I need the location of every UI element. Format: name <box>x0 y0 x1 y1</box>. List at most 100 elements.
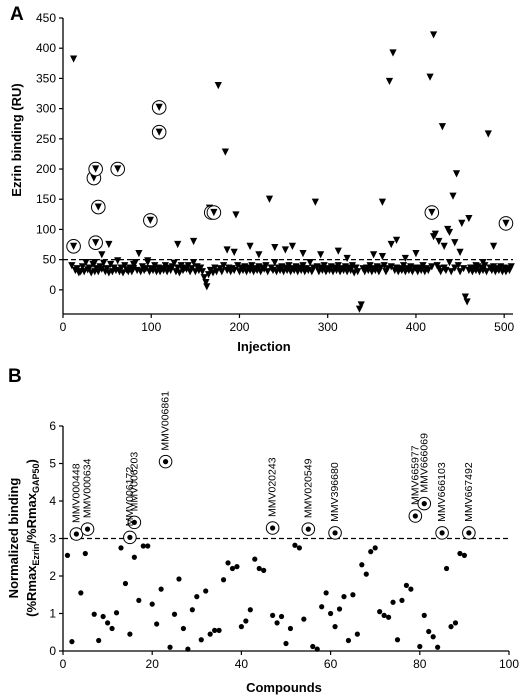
panel-a-letter: A <box>10 4 24 25</box>
panel-a-data-point <box>334 262 342 270</box>
panel-a-y-tick-label: 50 <box>43 253 57 267</box>
panel-b-data-point <box>69 639 75 645</box>
panel-a-data-point <box>437 268 445 276</box>
panel-b-x-tick-label: 0 <box>60 657 67 671</box>
panel-b-x-tick-label: 40 <box>235 657 249 671</box>
panel-a-data-point <box>343 254 351 263</box>
panel-a-data-point <box>98 265 106 273</box>
panel-a-data-point <box>380 262 388 270</box>
panel-a-data-point <box>69 55 78 63</box>
panel-a-x-tick-label: 100 <box>141 320 161 334</box>
panel-a-x-tick-label: 400 <box>406 320 426 334</box>
panel-a-data-point <box>387 240 395 249</box>
panel-a-data-point <box>472 262 480 270</box>
panel-a-data-point <box>103 265 111 273</box>
panel-b-data-point <box>278 613 285 620</box>
panel-a-data-point <box>99 259 108 267</box>
panel-a-data-point <box>385 77 394 86</box>
panel-b-data-point <box>274 620 280 626</box>
panel-a-data-point <box>234 262 242 270</box>
panel-a-data-point <box>214 82 222 90</box>
panel-a-data-point <box>203 283 211 291</box>
panel-a-data-point <box>507 263 515 271</box>
panel-b-x-tick-label: 80 <box>413 657 427 671</box>
panel-a-data-point <box>138 263 147 271</box>
panel-b-data-point <box>292 542 298 548</box>
panel-b-data-point <box>238 624 244 630</box>
panel-b-data-point <box>368 549 374 555</box>
panel-b-data-point <box>421 501 427 507</box>
panel-b-data-point <box>332 624 338 630</box>
panel-b-data-point <box>283 640 289 647</box>
panel-b-data-point <box>261 567 267 573</box>
panel-b-data-point <box>136 597 142 603</box>
panel-a-data-point <box>454 262 462 270</box>
panel-a-data-point <box>264 268 272 276</box>
panel-a-data-point <box>170 259 178 267</box>
panel-a-data-point <box>428 263 436 271</box>
panel-b-data-point <box>131 519 137 525</box>
panel-a-data-point <box>401 254 409 263</box>
panel-a-data-point <box>265 195 274 203</box>
panel-a-x-tick-label: 300 <box>318 320 338 334</box>
panel-a-data-point <box>299 249 307 258</box>
panel-b-data-point <box>176 576 182 582</box>
panel-a-data-point <box>387 263 395 271</box>
panel-a-data-point <box>230 248 238 256</box>
panel-b-data-point <box>314 646 320 652</box>
panel-a-data-point <box>456 248 464 256</box>
panel-a-data-point <box>369 251 378 259</box>
panel-b-data-point <box>319 604 325 610</box>
panel-b-data-point <box>252 556 258 562</box>
panel-b-data-point <box>256 565 262 572</box>
panel-b-data-point <box>140 543 146 549</box>
panel-b-data-point <box>113 610 120 616</box>
panel-a-data-point <box>188 265 196 273</box>
panel-a-y-tick-label: 200 <box>36 162 56 176</box>
panel-b-data-point <box>247 607 253 613</box>
panel-a-data-point <box>438 123 447 131</box>
panel-b-data-point <box>426 628 432 635</box>
panel-a-y-tick-label: 350 <box>36 71 56 85</box>
panel-b-data-point <box>359 562 365 568</box>
panel-a-data-point <box>378 253 387 261</box>
compound-label: MMV396680 <box>329 462 341 522</box>
panel-a-data-point <box>447 268 455 276</box>
panel-a-y-tick-label: 0 <box>49 283 56 297</box>
panel-a-data-point <box>189 237 198 246</box>
compound-label: MMV665977 <box>409 445 421 505</box>
panel-a-data-point <box>484 130 492 138</box>
panel-a-data-point <box>299 262 307 270</box>
panel-b-data-point <box>198 637 204 643</box>
panel-b-letter: B <box>8 366 22 387</box>
panel-a-data-point <box>429 233 438 241</box>
panel-a-data-point <box>78 263 87 271</box>
panel-a-data-point <box>94 203 102 211</box>
panel-b-data-point <box>91 611 97 617</box>
panel-a-data-point <box>461 293 469 301</box>
panel-a-data-point <box>91 259 99 267</box>
panel-b-data-point <box>212 627 218 633</box>
panel-b-y-axis-title-line2: (%RmaxEzrin/%RmaxGAP50) <box>24 459 41 617</box>
panel-b-data-point <box>430 634 436 640</box>
panel-a-data-point <box>489 263 498 271</box>
panel-b-data-point <box>167 644 173 650</box>
panel-a-data-point <box>311 198 319 206</box>
panel-a-data-point <box>458 219 466 227</box>
panel-b-data-point <box>466 530 472 536</box>
panel-b-data-point <box>96 637 102 644</box>
panel-b-data-point <box>408 586 414 592</box>
panel-a-data-point <box>440 242 448 250</box>
panel-b-y-tick-label: 3 <box>49 532 56 546</box>
panel-a-data-point <box>230 266 238 275</box>
compound-label: MMV000448 <box>70 463 82 523</box>
panel-a-x-axis-title: Injection <box>237 339 291 354</box>
compound-label: MMV666069 <box>418 433 430 493</box>
panel-a-y-tick-label: 100 <box>36 222 56 236</box>
panel-a-data-point <box>352 264 360 272</box>
panel-b-y-tick-label: 2 <box>49 569 56 583</box>
panel-a-data-point <box>412 249 420 258</box>
panel-a-y-axis-title: Ezrin binding (RU) <box>9 83 24 196</box>
panel-a-data-point <box>482 268 491 276</box>
panel-a-data-point <box>223 246 231 254</box>
